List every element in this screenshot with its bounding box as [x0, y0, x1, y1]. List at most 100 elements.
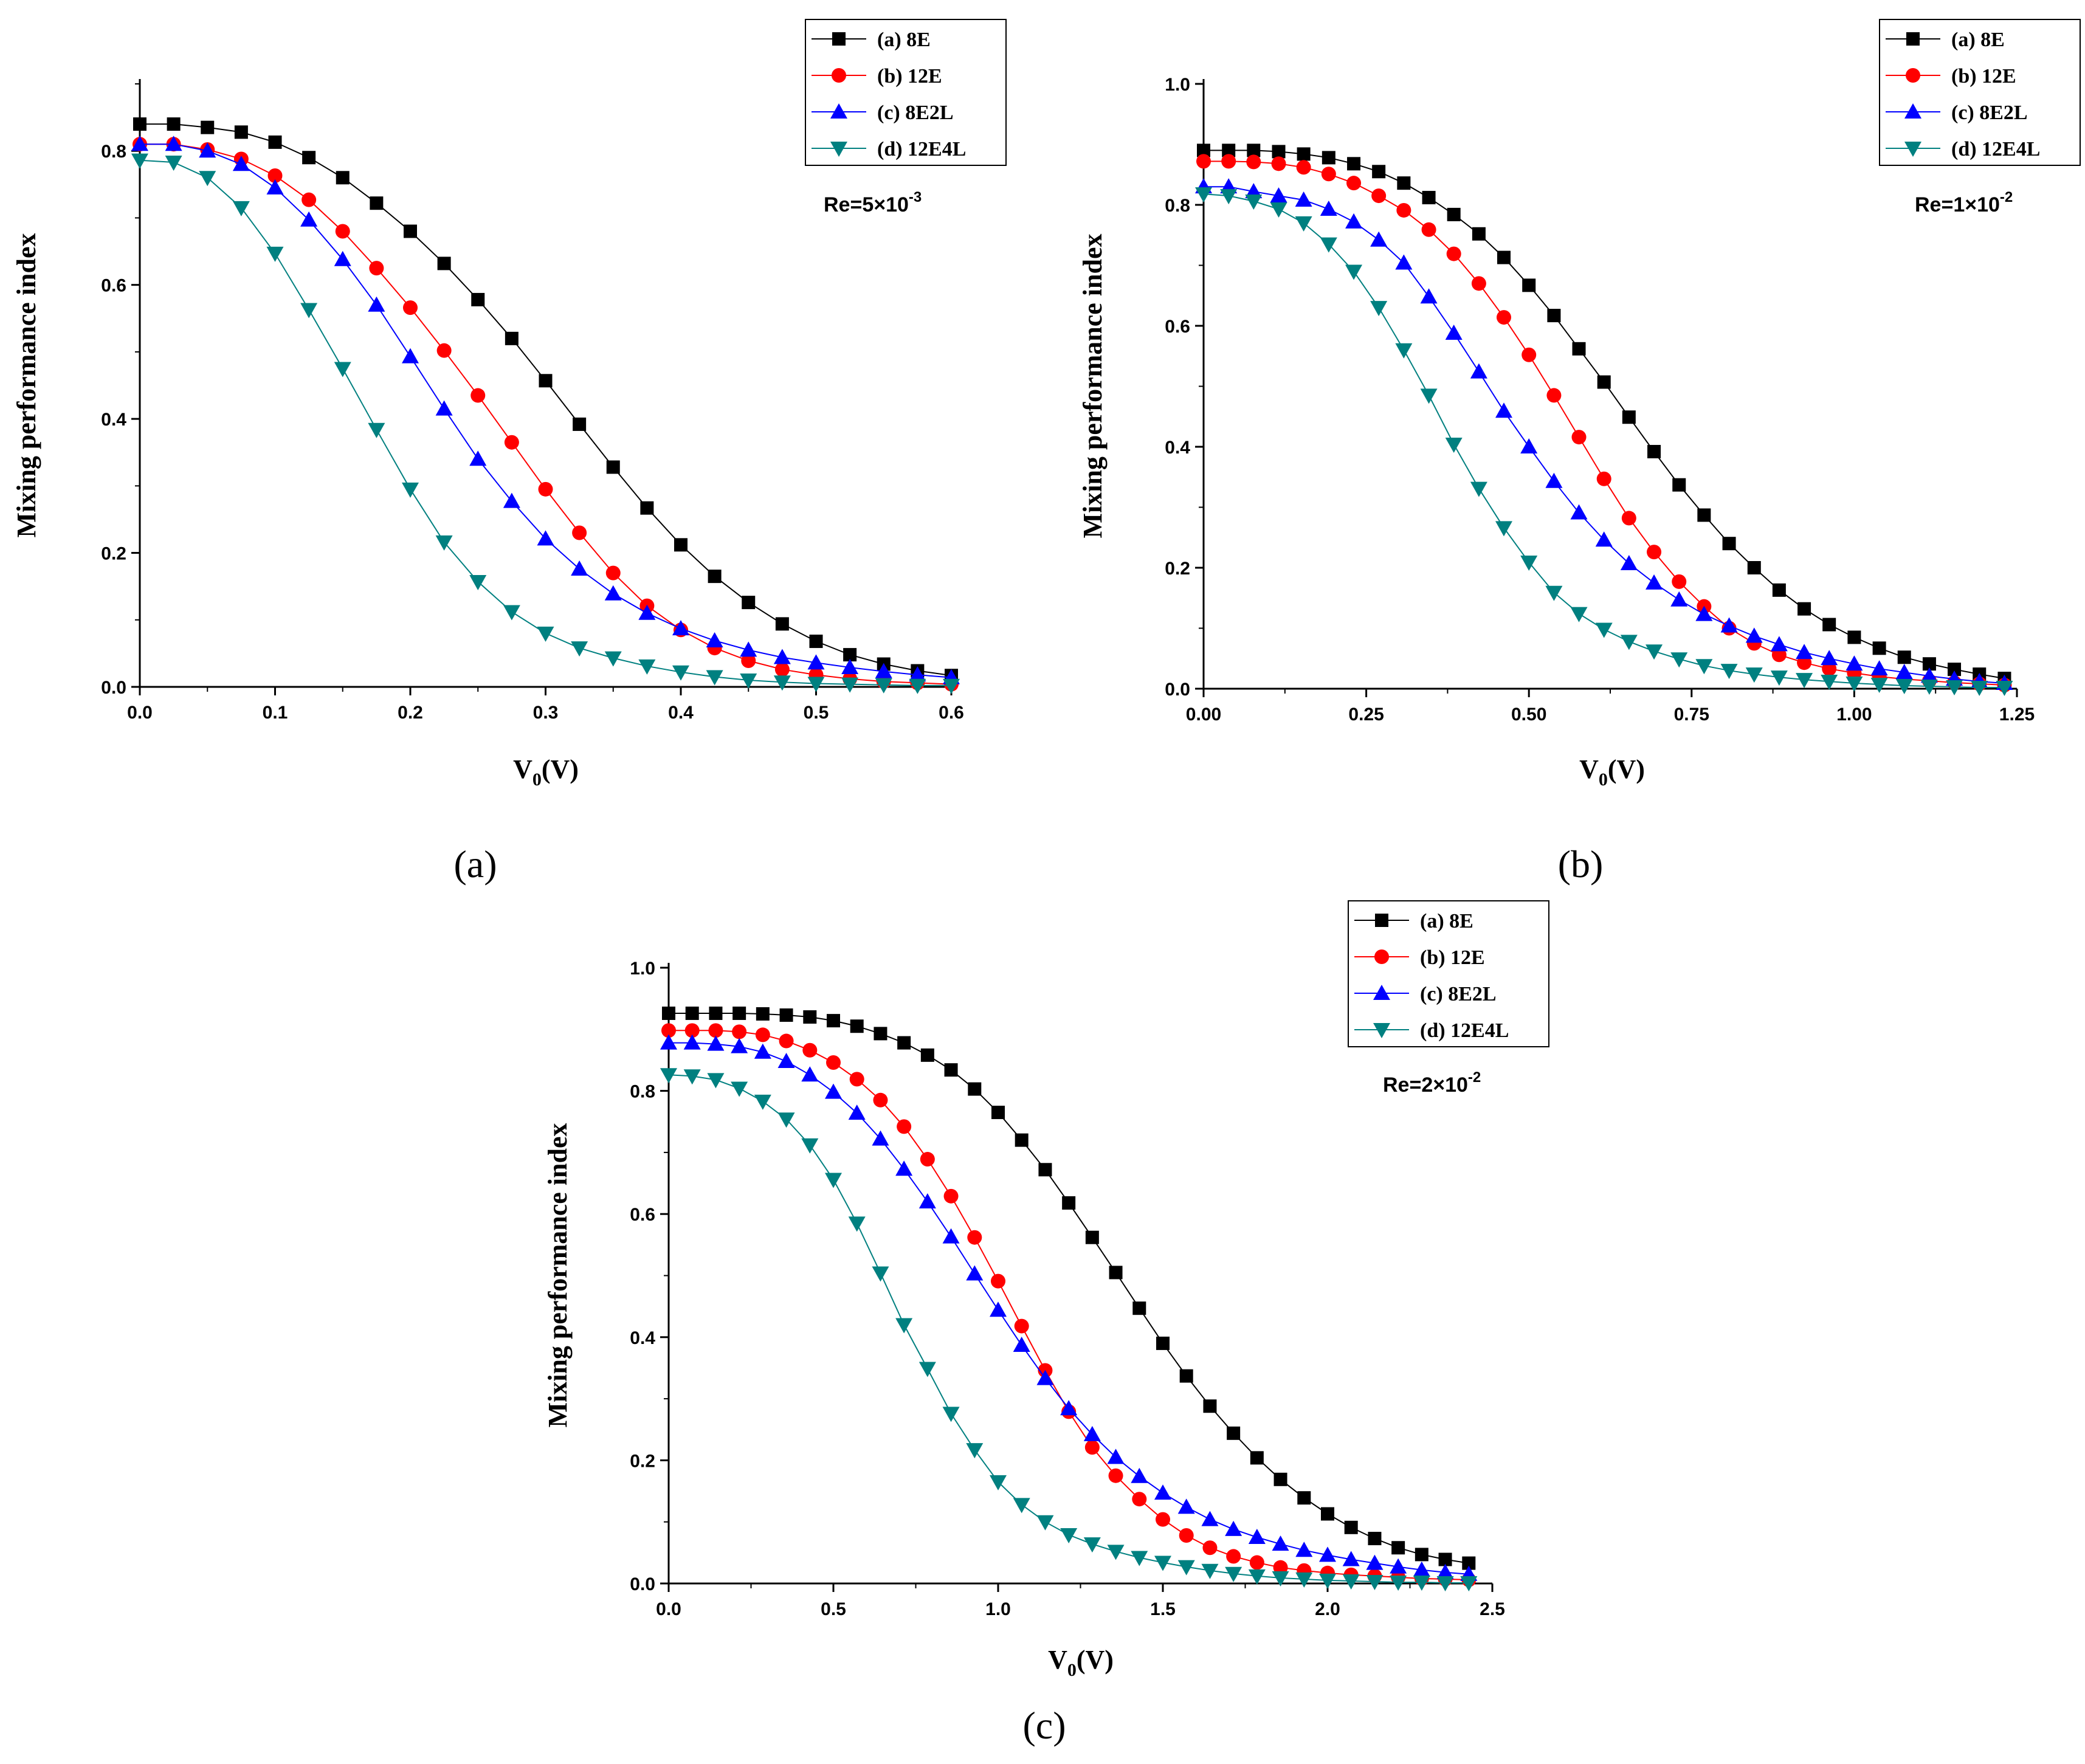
data-point-a-4 [706, 670, 723, 686]
data-point-b-1 [1547, 309, 1561, 323]
data-point-b-3 [1520, 438, 1538, 453]
data-point-c-1 [732, 1006, 746, 1020]
data-point-c-1 [1156, 1336, 1170, 1350]
data-point-a-4 [807, 677, 825, 692]
series-b-1 [1197, 143, 2011, 686]
data-point-a-4 [435, 535, 453, 551]
legend-label-b: (a) 8E [1951, 29, 2005, 51]
data-point-c-4 [872, 1266, 889, 1282]
data-point-b-1 [1872, 641, 1886, 655]
data-point-b-2 [1196, 154, 1211, 169]
legend-label-b: (d) 12E4L [1951, 138, 2040, 160]
y-tick-label-b: 0.2 [1165, 559, 1190, 579]
data-point-b-4 [1870, 678, 1888, 694]
legend-label-b: (c) 8E2L [1951, 102, 2028, 124]
legend-marker-c [1373, 985, 1390, 1000]
data-point-c-4 [1436, 1576, 1454, 1591]
data-point-c-1 [1250, 1451, 1264, 1465]
data-point-b-4 [1420, 388, 1438, 404]
x-tick-label-c: 2.5 [1480, 1599, 1505, 1619]
data-point-b-4 [1845, 677, 1863, 692]
data-point-c-2 [1108, 1468, 1123, 1483]
x-tick-label-c: 2.0 [1315, 1599, 1340, 1619]
data-point-a-1 [302, 151, 316, 165]
data-point-b-2 [1371, 188, 1387, 204]
y-tick-label-c: 0.8 [630, 1082, 655, 1102]
y-tick-label-a: 0.6 [101, 276, 126, 296]
data-point-b-4 [1345, 264, 1363, 280]
data-point-b-4 [1270, 202, 1287, 218]
data-point-c-3 [918, 1193, 936, 1208]
data-point-a-1 [809, 635, 823, 649]
data-point-b-1 [1372, 165, 1386, 179]
x-tick-label-b: 0.75 [1674, 705, 1709, 725]
data-point-a-1 [133, 117, 146, 131]
y-tick-label-a: 0.0 [101, 678, 126, 698]
data-point-c-2 [826, 1055, 841, 1070]
data-point-c-3 [1413, 1561, 1430, 1577]
data-point-c-3 [1272, 1535, 1289, 1551]
data-point-a-3 [909, 666, 926, 682]
data-point-b-3 [1796, 644, 1813, 660]
data-point-b-1 [1422, 191, 1436, 205]
data-point-c-1 [803, 1010, 817, 1024]
y-tick-label-b: 1.0 [1165, 75, 1190, 95]
x-axis-label-unit-c: (V) [1077, 1645, 1114, 1675]
data-point-c-1 [968, 1082, 982, 1096]
data-point-c-4 [848, 1216, 866, 1232]
data-point-c-2 [755, 1027, 770, 1042]
data-point-b-3 [1345, 213, 1363, 229]
reynolds-annotation-b: Re=1×10-2 [1915, 189, 2013, 216]
data-point-b-1 [1622, 410, 1636, 424]
data-point-b-1 [1297, 147, 1311, 161]
x-tick-label-a: 0.6 [939, 703, 964, 723]
data-point-a-4 [604, 651, 622, 667]
data-point-b-4 [1370, 301, 1388, 317]
data-point-c-4 [825, 1173, 842, 1188]
data-point-c-4 [1013, 1498, 1030, 1514]
y-tick-label-b: 0.8 [1165, 196, 1190, 216]
data-point-b-4 [1520, 556, 1538, 571]
data-point-b-3 [1370, 231, 1388, 247]
data-point-b-1 [1272, 145, 1286, 159]
legend-marker-a [830, 103, 847, 119]
data-point-a-3 [266, 179, 284, 195]
data-point-c-3 [1013, 1336, 1030, 1352]
data-point-c-2 [991, 1273, 1005, 1289]
data-point-b-4 [1195, 187, 1212, 203]
data-point-a-2 [403, 300, 418, 315]
data-point-c-4 [942, 1407, 960, 1422]
data-point-a-1 [370, 196, 384, 210]
series-line-a-2 [140, 143, 952, 685]
data-point-c-2 [849, 1072, 864, 1087]
data-point-c-2 [967, 1230, 982, 1245]
re-times-a: × [874, 193, 886, 216]
chart-panel-c: 0.0 0.5 1.0 1.5 2.0 2.5 0.0 0.2 0.4 0.6 0.8 1.0 Mix… [543, 900, 1549, 1747]
data-point-a-1 [843, 648, 857, 662]
data-point-a-3 [537, 530, 554, 546]
data-point-a-1 [640, 501, 654, 515]
y-tick-label-a: 0.4 [101, 410, 126, 430]
data-point-c-3 [1107, 1449, 1125, 1464]
data-point-c-1 [756, 1007, 770, 1021]
data-point-a-1 [404, 224, 417, 238]
data-point-c-2 [1179, 1528, 1194, 1543]
legend-a: (a) 8E (b) 12E (c) 8E2L (d) 12E4L [805, 19, 1007, 166]
re-exponent-a: -3 [909, 189, 922, 205]
data-point-b-2 [1446, 246, 1461, 261]
data-point-b-4 [1495, 521, 1512, 537]
x-tick-label-b: 1.00 [1836, 705, 1872, 725]
data-point-a-3 [773, 649, 791, 664]
chart-panel-a: 0.0 0.1 0.2 0.3 0.4 0.5 0.6 0.0 0.2 0.4 0.6 0.8 Mix… [12, 19, 1007, 886]
data-point-c-3 [1342, 1551, 1360, 1566]
data-point-c-4 [1036, 1515, 1054, 1531]
data-point-b-3 [1295, 191, 1312, 207]
legend-label-c: (c) 8E2L [1420, 983, 1497, 1005]
data-point-b-1 [1397, 176, 1411, 190]
data-point-c-3 [801, 1066, 819, 1082]
data-point-b-2 [1571, 430, 1587, 445]
data-point-a-4 [503, 605, 520, 621]
data-point-b-4 [1745, 667, 1763, 683]
data-point-b-4 [1470, 481, 1487, 497]
x-tick-label-b: 0.25 [1348, 705, 1384, 725]
